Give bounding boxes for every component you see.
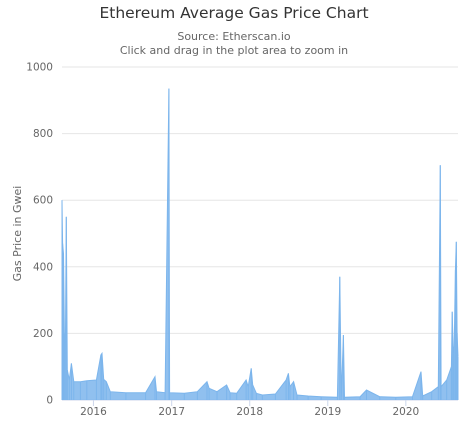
y-tick-label: 800 <box>33 128 53 140</box>
x-tick-label: 2017 <box>158 406 185 418</box>
y-axis-title: Gas Price in Gwei <box>11 186 24 282</box>
series-line <box>61 88 459 398</box>
chart-subtitle: Source: Etherscan.io Click and drag in t… <box>0 30 468 58</box>
y-tick-label: 200 <box>33 328 53 340</box>
y-tick-label: 0 <box>46 395 53 407</box>
subtitle-source: Source: Etherscan.io <box>177 30 291 43</box>
x-tick-label: 2020 <box>392 406 419 418</box>
y-tick-label: 1000 <box>26 62 53 74</box>
x-tick-label: 2016 <box>80 406 107 418</box>
x-tick-label: 2018 <box>236 406 263 418</box>
series-area <box>62 88 458 400</box>
subtitle-zoom-hint: Click and drag in the plot area to zoom … <box>119 44 349 57</box>
y-tick-label: 600 <box>33 195 53 207</box>
chart-title: Ethereum Average Gas Price Chart <box>99 4 369 22</box>
x-tick-label: 2019 <box>314 406 341 418</box>
y-tick-label: 400 <box>33 261 53 273</box>
